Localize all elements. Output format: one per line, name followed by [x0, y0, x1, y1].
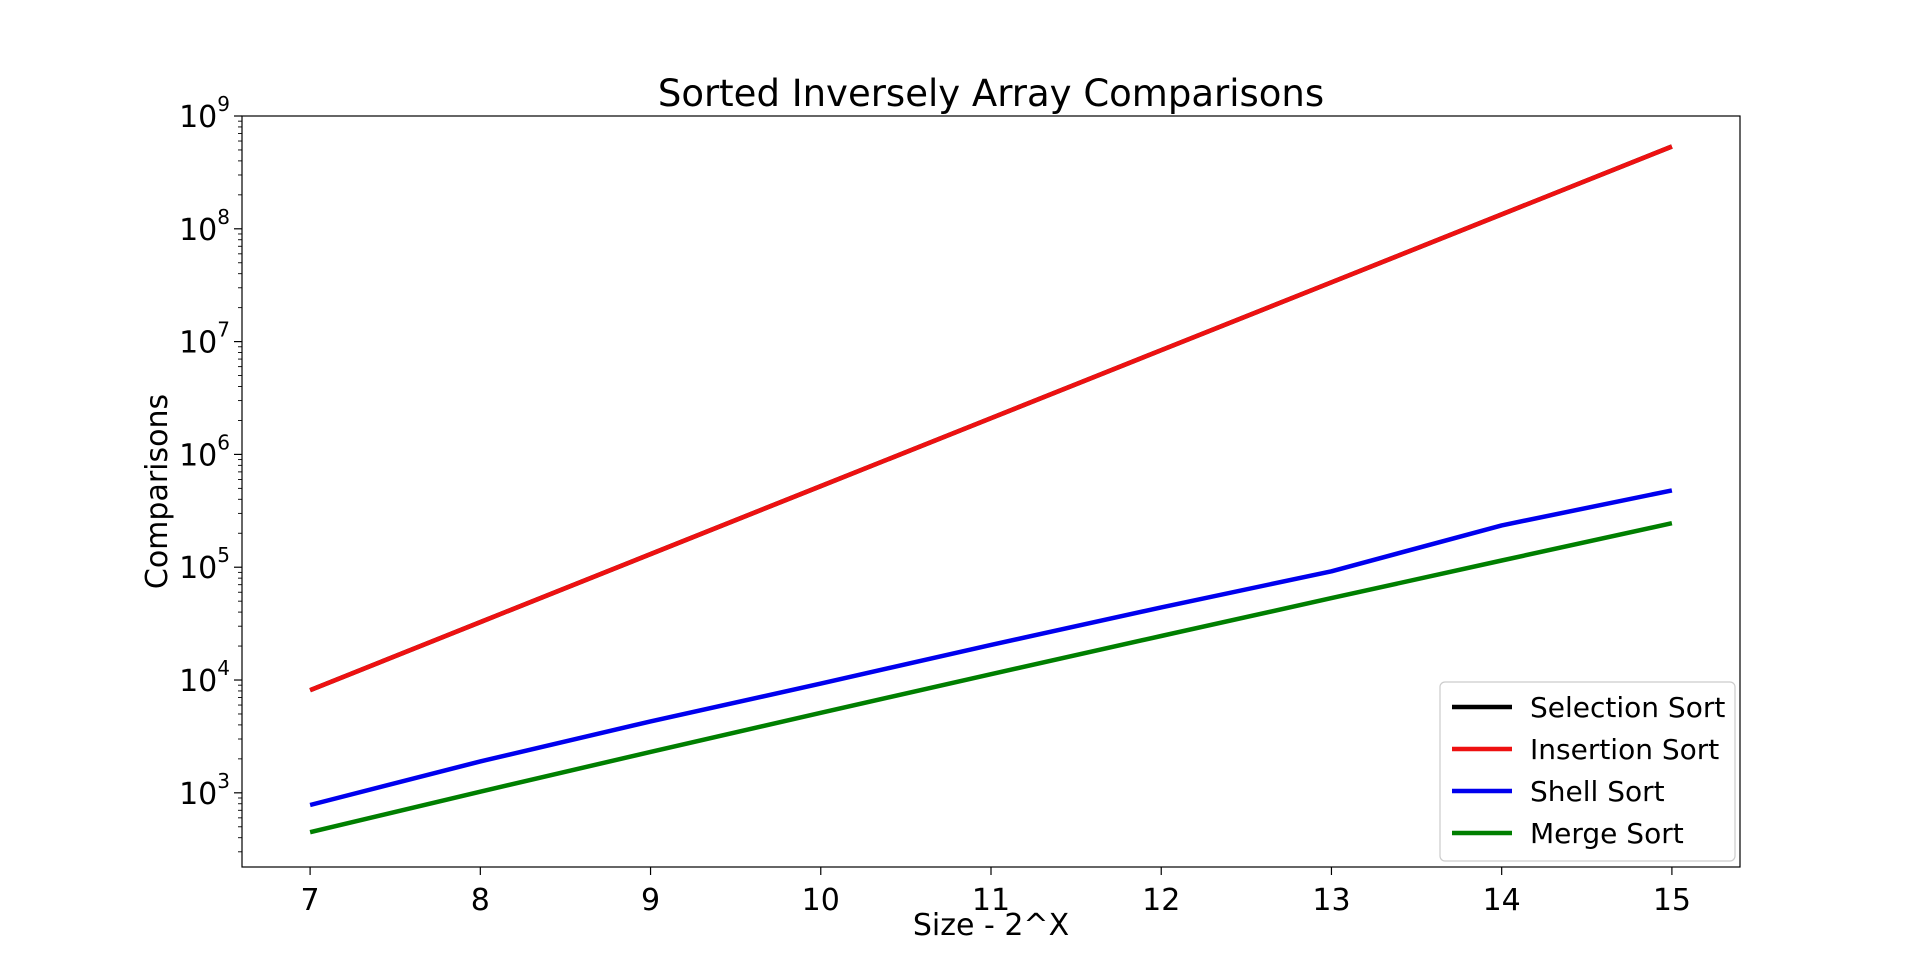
x-tick-label: 12	[1142, 883, 1180, 918]
ticks-layer: 7 8 9 10 11 12 13 14 15 103 104 105 106 107 108 109	[179, 92, 1691, 918]
series-line-shell-sort	[309, 488, 1673, 808]
legend: Selection Sort Insertion Sort Shell Sort Me…	[1439, 681, 1736, 862]
series-line-insertion-sort	[309, 144, 1673, 693]
x-tick-label: 11	[972, 883, 1010, 918]
y-tick-label: 108	[179, 205, 230, 248]
legend-label-insertion-sort: Insertion Sort	[1530, 733, 1719, 766]
x-tick-label: 9	[641, 883, 660, 918]
x-tick-label: 15	[1653, 883, 1691, 918]
y-tick-label: 104	[179, 656, 230, 699]
y-tick-label: 109	[179, 92, 230, 135]
x-tick-label: 7	[301, 883, 320, 918]
plot-frame	[241, 115, 1741, 868]
legend-label-selection-sort: Selection Sort	[1530, 691, 1725, 724]
legend-box	[1439, 681, 1736, 862]
y-tick-label: 103	[179, 769, 230, 812]
chart-title: Sorted Inversely Array Comparisons	[658, 72, 1324, 115]
y-tick-label: 106	[179, 430, 230, 473]
y-axis-label: Comparisons	[140, 394, 175, 589]
x-tick-label: 10	[802, 883, 840, 918]
x-axis-label: Size - 2^X	[913, 908, 1069, 943]
legend-label-merge-sort: Merge Sort	[1530, 817, 1684, 850]
x-tick-label: 13	[1312, 883, 1350, 918]
series-line-merge-sort	[309, 521, 1673, 835]
legend-label-shell-sort: Shell Sort	[1530, 775, 1665, 808]
y-tick-label: 105	[179, 543, 230, 586]
y-tick-label: 107	[179, 318, 230, 361]
x-tick-label: 14	[1483, 883, 1521, 918]
series-layer	[309, 144, 1673, 835]
x-tick-label: 8	[471, 883, 490, 918]
